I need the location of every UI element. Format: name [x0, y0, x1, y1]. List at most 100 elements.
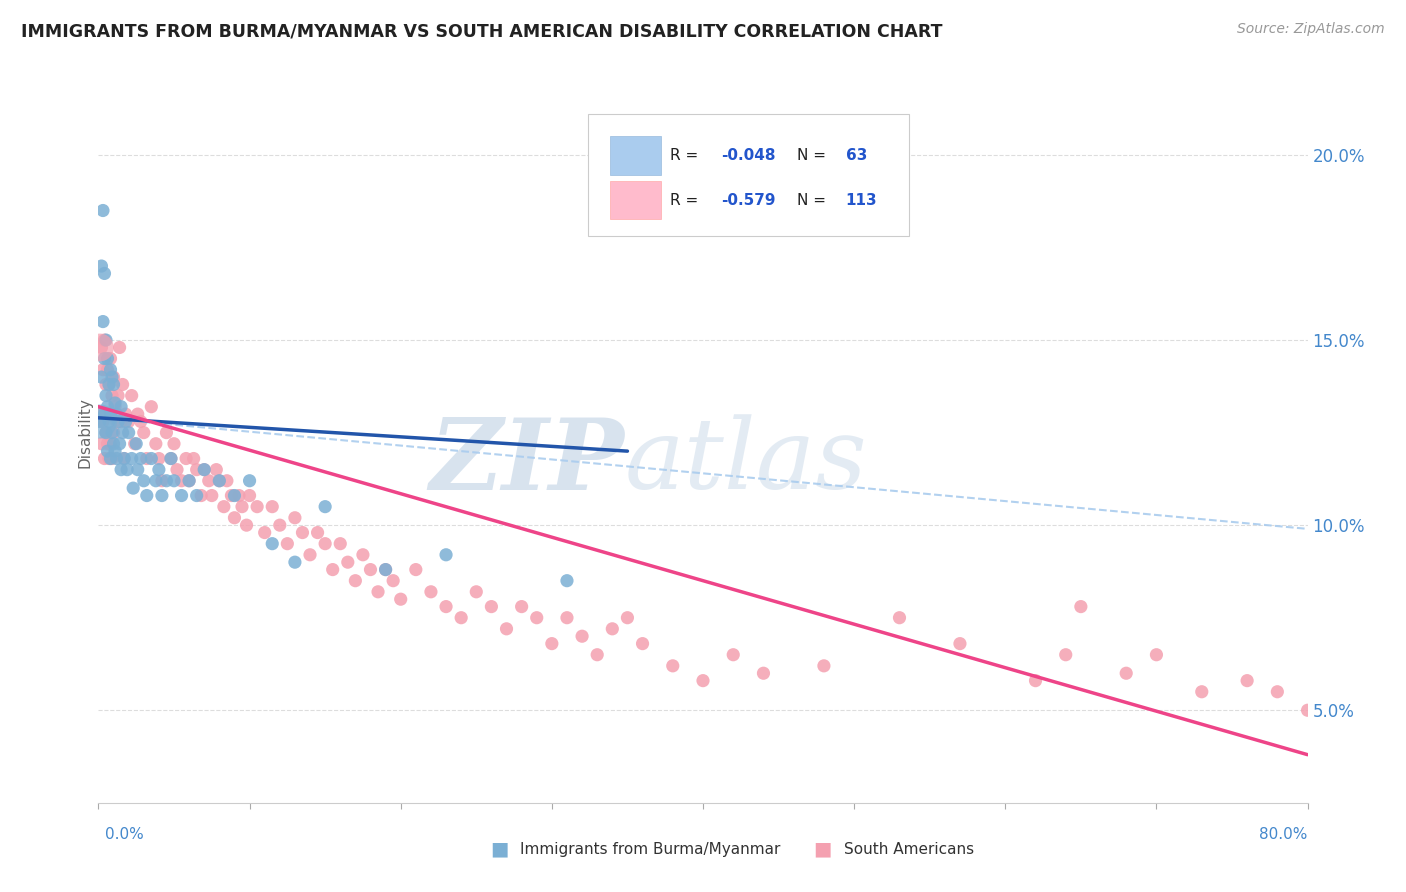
Point: [284, 510, 307, 524]
Point: [91, 362, 114, 376]
Point: [124, 436, 146, 450]
Text: -0.048: -0.048: [721, 148, 776, 163]
Point: [434, 548, 457, 562]
Point: [141, 451, 163, 466]
Point: [631, 637, 654, 651]
Point: [127, 407, 149, 421]
Point: [208, 474, 231, 488]
Point: [101, 370, 124, 384]
Point: [98, 451, 121, 466]
Point: [1296, 703, 1319, 717]
Y-axis label: Disability: Disability: [77, 397, 93, 468]
Point: [166, 462, 188, 476]
Text: Immigrants from Burma/Myanmar: Immigrants from Burma/Myanmar: [520, 842, 780, 856]
Point: [105, 407, 128, 421]
Point: [115, 462, 138, 476]
Point: [382, 574, 405, 588]
Point: [540, 637, 562, 651]
Point: [163, 474, 186, 488]
Point: [100, 436, 122, 450]
Point: [135, 489, 157, 503]
Point: [101, 388, 124, 402]
Point: [135, 451, 157, 466]
Point: [269, 518, 291, 533]
Point: [121, 388, 143, 402]
Point: [367, 584, 389, 599]
Point: [103, 425, 125, 440]
Point: [752, 666, 775, 681]
Point: [105, 451, 128, 466]
Point: [111, 425, 134, 440]
Point: [239, 474, 262, 488]
Point: [112, 451, 135, 466]
Point: [89, 415, 111, 429]
Point: [1267, 685, 1289, 699]
Text: South Americans: South Americans: [844, 842, 974, 856]
Point: [129, 451, 152, 466]
Point: [160, 451, 183, 466]
Point: [253, 525, 276, 540]
Point: [228, 489, 250, 503]
Text: N =: N =: [797, 193, 831, 208]
Text: IMMIGRANTS FROM BURMA/MYANMAR VS SOUTH AMERICAN DISABILITY CORRELATION CHART: IMMIGRANTS FROM BURMA/MYANMAR VS SOUTH A…: [21, 22, 942, 40]
Point: [127, 462, 149, 476]
Text: Source: ZipAtlas.com: Source: ZipAtlas.com: [1237, 22, 1385, 37]
Point: [571, 629, 593, 643]
Point: [94, 333, 117, 347]
Point: [949, 637, 972, 651]
Point: [1054, 648, 1077, 662]
Point: [1236, 673, 1258, 688]
Point: [360, 563, 382, 577]
Point: [150, 474, 173, 488]
Point: [101, 451, 124, 466]
Point: [148, 451, 170, 466]
Point: [98, 377, 121, 392]
Point: [221, 489, 243, 503]
Point: [89, 415, 111, 429]
Point: [98, 415, 121, 429]
Point: [96, 351, 118, 366]
Point: [93, 451, 115, 466]
Point: [110, 400, 132, 414]
Point: [121, 451, 143, 466]
Point: [148, 462, 170, 476]
Point: [94, 377, 117, 392]
Point: [93, 333, 115, 347]
Point: [555, 610, 578, 624]
Point: [90, 259, 112, 273]
Point: [813, 658, 835, 673]
Point: [104, 396, 127, 410]
Point: [692, 673, 714, 688]
Point: [314, 500, 336, 514]
Text: R =: R =: [671, 193, 703, 208]
Point: [186, 462, 208, 476]
Point: [616, 610, 638, 624]
Point: [212, 500, 235, 514]
Point: [224, 489, 246, 503]
Point: [208, 474, 231, 488]
Point: [94, 388, 117, 402]
Point: [284, 555, 307, 569]
Point: [91, 415, 114, 429]
Point: [118, 415, 141, 429]
Point: [98, 377, 121, 392]
Point: [434, 599, 457, 614]
Point: [170, 474, 193, 488]
Point: [1115, 666, 1137, 681]
Text: ■: ■: [489, 839, 509, 859]
Point: [602, 622, 624, 636]
Point: [276, 536, 298, 550]
Point: [96, 436, 118, 450]
Point: [90, 370, 112, 384]
Point: [91, 203, 114, 218]
Point: [193, 462, 215, 476]
Point: [1070, 599, 1092, 614]
Point: [1144, 648, 1167, 662]
Point: [96, 362, 118, 376]
Point: [314, 536, 336, 550]
Point: [329, 536, 352, 550]
Point: [374, 563, 396, 577]
Point: [179, 474, 201, 488]
Point: [420, 584, 443, 599]
Point: [197, 474, 219, 488]
